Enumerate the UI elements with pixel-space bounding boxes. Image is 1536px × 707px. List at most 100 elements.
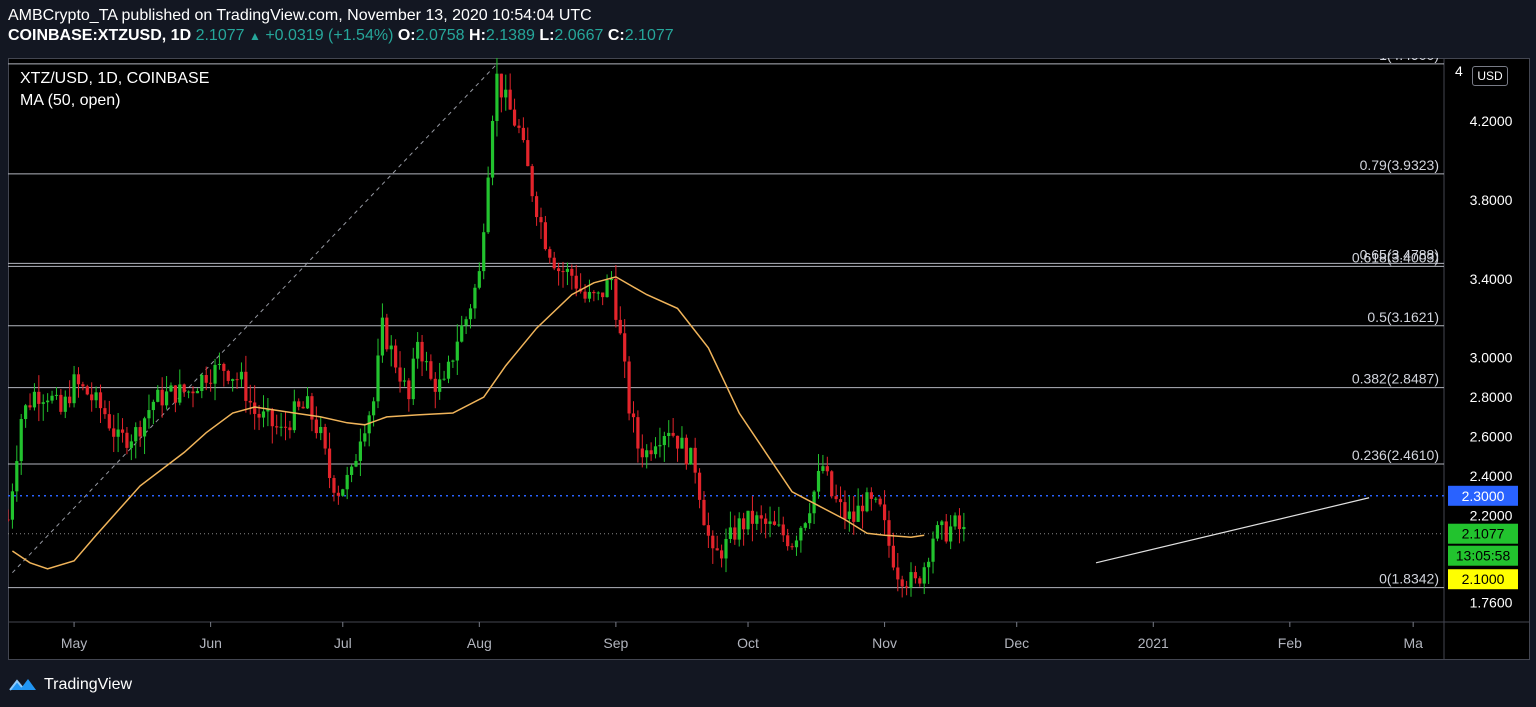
time-tick-label: Dec bbox=[1004, 635, 1029, 651]
candle-body bbox=[76, 374, 81, 385]
candle-body bbox=[407, 380, 411, 400]
candle-body bbox=[164, 391, 169, 406]
candle-body bbox=[477, 271, 481, 288]
candle-body bbox=[860, 505, 865, 512]
price-tick-label: 4.2000 bbox=[1470, 113, 1513, 129]
candle-body bbox=[10, 491, 15, 520]
candle-body bbox=[323, 426, 327, 449]
candle-body bbox=[640, 448, 644, 458]
candle-body bbox=[702, 499, 706, 526]
candle-body bbox=[125, 432, 129, 448]
candle-body bbox=[852, 511, 856, 522]
tradingview-footer: TradingView bbox=[8, 672, 132, 698]
price-tick-label: 2.8000 bbox=[1470, 389, 1513, 405]
candle-body bbox=[473, 287, 477, 309]
candle-body bbox=[834, 496, 838, 500]
candle-body bbox=[81, 384, 85, 387]
candle-body bbox=[226, 370, 230, 381]
candle-body bbox=[891, 545, 895, 568]
candle-body bbox=[715, 548, 719, 551]
legend-indicator[interactable]: MA (50, open) bbox=[20, 92, 121, 109]
candle-body bbox=[534, 196, 539, 218]
candle-body bbox=[512, 109, 517, 126]
currency-button[interactable]: USD bbox=[1472, 66, 1508, 86]
candle-body bbox=[909, 572, 913, 588]
candle-body bbox=[389, 345, 393, 350]
low-label: L: bbox=[539, 27, 555, 44]
last-price-tag-label: 2.1077 bbox=[1462, 526, 1505, 542]
candle-body bbox=[495, 73, 499, 121]
candle-body bbox=[394, 345, 398, 368]
candle-body bbox=[107, 414, 111, 429]
candle-body bbox=[416, 341, 420, 359]
candle-body bbox=[134, 427, 138, 442]
candle-body bbox=[72, 374, 76, 404]
candle-body bbox=[631, 413, 636, 418]
candle-body bbox=[812, 491, 816, 514]
candle-body bbox=[843, 502, 847, 519]
candle-body bbox=[658, 445, 662, 447]
candle-body bbox=[327, 448, 332, 479]
candle-body bbox=[297, 401, 301, 407]
candle-body bbox=[931, 538, 935, 562]
candle-body bbox=[54, 394, 59, 396]
candle-body bbox=[539, 217, 543, 223]
candle-body bbox=[605, 280, 609, 298]
candle-body bbox=[261, 411, 266, 418]
candle-body bbox=[358, 441, 362, 461]
candle-body bbox=[451, 360, 455, 362]
candle-body bbox=[372, 401, 376, 416]
candle-body bbox=[794, 540, 799, 548]
candle-body bbox=[138, 427, 142, 437]
legend-symbol[interactable]: XTZ/USD, 1D, COINBASE bbox=[20, 70, 210, 87]
candle-body bbox=[402, 380, 407, 382]
candle-body bbox=[874, 498, 878, 500]
candle-body bbox=[618, 319, 622, 334]
ascending-trendline bbox=[1095, 497, 1370, 564]
candle-body bbox=[847, 511, 851, 519]
last-price-tag: 2.1077 bbox=[1448, 523, 1518, 544]
candle-body bbox=[217, 363, 222, 365]
candle-body bbox=[63, 396, 67, 412]
candle-body bbox=[927, 561, 931, 568]
candle-body bbox=[248, 400, 252, 403]
candle-body bbox=[213, 364, 217, 384]
candle-body bbox=[19, 419, 23, 462]
candle-body bbox=[803, 523, 807, 528]
candle-body bbox=[733, 527, 737, 540]
time-tick-label: Ma bbox=[1403, 635, 1423, 651]
candle-body bbox=[270, 409, 274, 427]
candle-body bbox=[918, 578, 922, 584]
candle-body bbox=[596, 292, 600, 294]
candle-body bbox=[601, 292, 605, 298]
candle-body bbox=[548, 249, 552, 258]
candle-body bbox=[711, 535, 715, 549]
candle-body bbox=[693, 447, 697, 473]
candle-body bbox=[314, 419, 318, 434]
candle-body bbox=[319, 426, 323, 434]
last-price: 2.1077 bbox=[195, 27, 245, 44]
candle-body bbox=[266, 409, 270, 412]
candle-body bbox=[420, 341, 424, 362]
up-triangle-icon: ▲ bbox=[248, 29, 261, 43]
candle-body bbox=[675, 435, 680, 449]
candles-group bbox=[8, 58, 966, 598]
candle-body bbox=[354, 460, 358, 467]
candle-body bbox=[191, 391, 195, 394]
candle-body bbox=[887, 520, 891, 546]
candle-body bbox=[442, 378, 446, 380]
candle-body bbox=[231, 379, 235, 381]
candle-body bbox=[671, 432, 675, 436]
support-price-tag-label: 2.3000 bbox=[1462, 488, 1505, 504]
candle-body bbox=[336, 492, 340, 496]
candle-body bbox=[570, 268, 574, 276]
candle-body bbox=[275, 426, 279, 428]
candle-body bbox=[764, 518, 768, 524]
candle-body bbox=[257, 413, 261, 418]
candle-body bbox=[32, 391, 37, 408]
chart-frame[interactable] bbox=[8, 58, 1530, 660]
candle-body bbox=[808, 513, 812, 524]
candle-body bbox=[504, 89, 508, 98]
candle-body bbox=[345, 474, 349, 490]
price-chart[interactable]: 1(4.4900) 0.79(3.9323) 0.65(3.4788)0.618(3… bbox=[8, 58, 1530, 660]
